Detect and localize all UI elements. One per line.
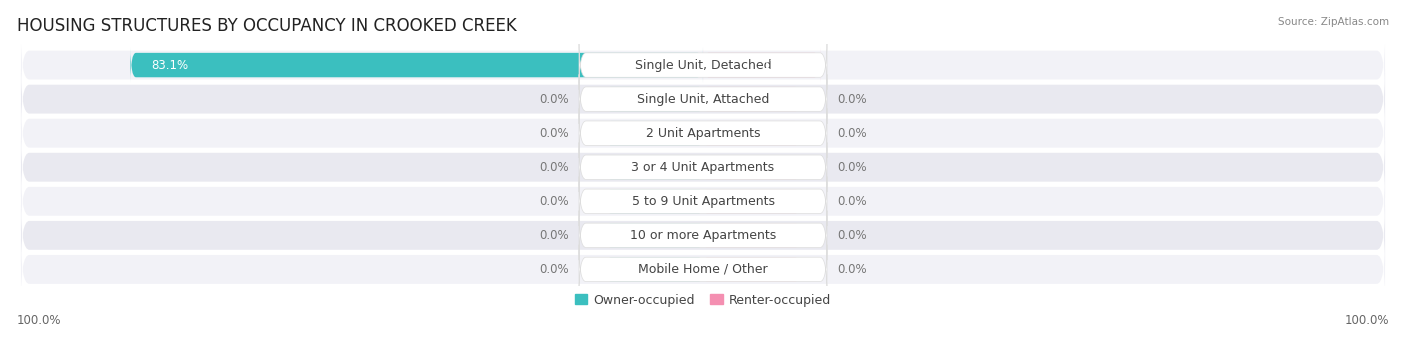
Text: 100.0%: 100.0% (1344, 314, 1389, 327)
FancyBboxPatch shape (131, 48, 703, 83)
Text: 0.0%: 0.0% (538, 229, 568, 242)
FancyBboxPatch shape (703, 48, 820, 83)
Text: HOUSING STRUCTURES BY OCCUPANCY IN CROOKED CREEK: HOUSING STRUCTURES BY OCCUPANCY IN CROOK… (17, 17, 516, 35)
Text: Single Unit, Detached: Single Unit, Detached (634, 59, 772, 72)
Text: 100.0%: 100.0% (17, 314, 62, 327)
Legend: Owner-occupied, Renter-occupied: Owner-occupied, Renter-occupied (569, 289, 837, 312)
Text: 0.0%: 0.0% (838, 127, 868, 140)
FancyBboxPatch shape (606, 257, 703, 282)
FancyBboxPatch shape (703, 189, 800, 213)
FancyBboxPatch shape (703, 223, 800, 248)
FancyBboxPatch shape (21, 103, 1385, 163)
FancyBboxPatch shape (579, 143, 827, 192)
FancyBboxPatch shape (21, 171, 1385, 231)
FancyBboxPatch shape (606, 223, 703, 248)
Text: 17.0%: 17.0% (762, 59, 800, 72)
FancyBboxPatch shape (579, 40, 827, 90)
Text: 0.0%: 0.0% (838, 195, 868, 208)
FancyBboxPatch shape (579, 74, 827, 124)
Text: Mobile Home / Other: Mobile Home / Other (638, 263, 768, 276)
FancyBboxPatch shape (21, 69, 1385, 129)
Text: 0.0%: 0.0% (538, 127, 568, 140)
FancyBboxPatch shape (21, 35, 1385, 95)
Text: 2 Unit Apartments: 2 Unit Apartments (645, 127, 761, 140)
FancyBboxPatch shape (579, 244, 827, 294)
Text: 83.1%: 83.1% (152, 59, 188, 72)
Text: 3 or 4 Unit Apartments: 3 or 4 Unit Apartments (631, 161, 775, 174)
FancyBboxPatch shape (21, 239, 1385, 299)
Text: Single Unit, Attached: Single Unit, Attached (637, 93, 769, 106)
FancyBboxPatch shape (21, 137, 1385, 197)
FancyBboxPatch shape (703, 121, 800, 145)
FancyBboxPatch shape (21, 205, 1385, 265)
Text: 0.0%: 0.0% (538, 161, 568, 174)
FancyBboxPatch shape (579, 177, 827, 226)
FancyBboxPatch shape (703, 87, 800, 111)
FancyBboxPatch shape (703, 155, 800, 179)
Text: 0.0%: 0.0% (838, 161, 868, 174)
Text: 5 to 9 Unit Apartments: 5 to 9 Unit Apartments (631, 195, 775, 208)
Text: Source: ZipAtlas.com: Source: ZipAtlas.com (1278, 17, 1389, 27)
Text: 0.0%: 0.0% (538, 93, 568, 106)
FancyBboxPatch shape (606, 155, 703, 179)
Text: 10 or more Apartments: 10 or more Apartments (630, 229, 776, 242)
Text: 0.0%: 0.0% (838, 93, 868, 106)
FancyBboxPatch shape (606, 121, 703, 145)
Text: 0.0%: 0.0% (538, 195, 568, 208)
Text: 0.0%: 0.0% (538, 263, 568, 276)
FancyBboxPatch shape (579, 108, 827, 158)
FancyBboxPatch shape (606, 189, 703, 213)
FancyBboxPatch shape (703, 257, 800, 282)
FancyBboxPatch shape (579, 210, 827, 260)
Text: 0.0%: 0.0% (838, 229, 868, 242)
Text: 0.0%: 0.0% (838, 263, 868, 276)
FancyBboxPatch shape (606, 87, 703, 111)
